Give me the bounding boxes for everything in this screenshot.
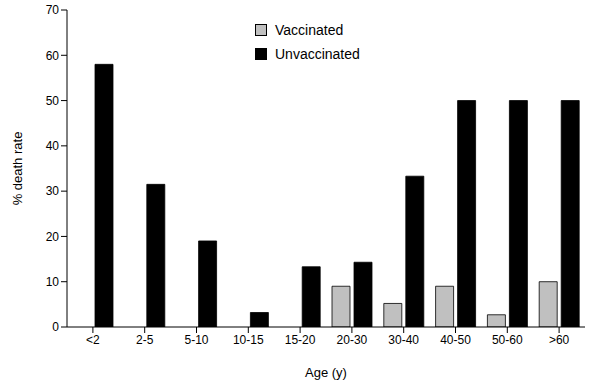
svg-text:10: 10 <box>46 275 60 289</box>
svg-text:<2: <2 <box>86 333 100 347</box>
svg-text:40-50: 40-50 <box>440 333 471 347</box>
svg-text:Age (y): Age (y) <box>305 365 347 380</box>
svg-text:>60: >60 <box>549 333 570 347</box>
svg-text:50: 50 <box>46 94 60 108</box>
html-text:Vaccinated: Vaccinated <box>275 22 344 38</box>
svg-text:15-20: 15-20 <box>285 333 316 347</box>
svg-text:30: 30 <box>46 184 60 198</box>
svg-text:10-15: 10-15 <box>233 333 264 347</box>
svg-text:% death rate: % death rate <box>10 132 25 206</box>
svg-text:20-30: 20-30 <box>337 333 368 347</box>
svg-text:0: 0 <box>52 320 59 334</box>
svg-text:60: 60 <box>46 49 60 63</box>
html-text:Unvaccinated: Unvaccinated <box>275 46 360 62</box>
svg-text:20: 20 <box>46 230 60 244</box>
svg-text:5-10: 5-10 <box>184 333 208 347</box>
svg-text:2-5: 2-5 <box>136 333 154 347</box>
svg-text:30-40: 30-40 <box>388 333 419 347</box>
svg-text:70: 70 <box>46 3 60 17</box>
svg-text:50-60: 50-60 <box>492 333 523 347</box>
svg-text:40: 40 <box>46 139 60 153</box>
